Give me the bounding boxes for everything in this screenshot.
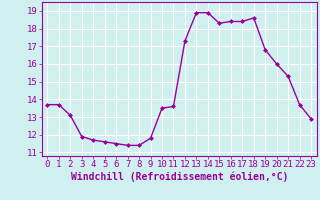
X-axis label: Windchill (Refroidissement éolien,°C): Windchill (Refroidissement éolien,°C): [70, 172, 288, 182]
